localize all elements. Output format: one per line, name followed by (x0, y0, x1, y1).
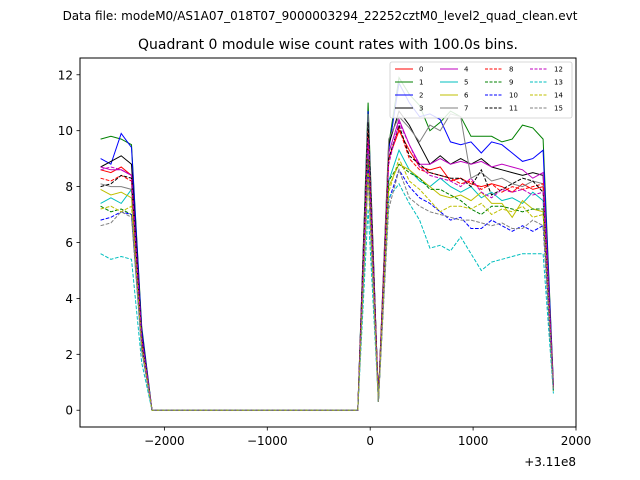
data-file-suptitle: Data file: modeM0/AS1A07_018T07_90000032… (63, 9, 578, 23)
x-axis-ticks: −2000 −1000 0 1000 2000 (144, 427, 591, 448)
y-tick-label: 10 (58, 124, 73, 138)
legend-label-4: 4 (464, 66, 469, 74)
series-line-1 (100, 76, 554, 411)
series-line-10 (100, 168, 554, 411)
x-tick-label: −2000 (144, 434, 185, 448)
legend-box (389, 61, 573, 119)
y-tick-label: 8 (65, 180, 73, 194)
legend-label-11: 11 (509, 105, 518, 113)
series-line-11 (100, 122, 554, 411)
legend-label-6: 6 (464, 92, 469, 100)
series-line-7 (100, 113, 554, 411)
x-tick-label: 1000 (458, 434, 489, 448)
plot-frame (79, 57, 577, 428)
legend-label-7: 7 (464, 105, 468, 113)
y-tick-label: 4 (65, 292, 73, 306)
series-line-0 (100, 129, 554, 411)
series-line-15 (100, 168, 554, 411)
y-tick-label: 2 (65, 348, 73, 362)
series-line-2 (100, 81, 554, 411)
series-line-4 (100, 118, 554, 411)
legend-label-15: 15 (554, 105, 563, 113)
x-tick-label: 2000 (561, 434, 592, 448)
x-tick-label: 0 (366, 434, 374, 448)
y-tick-label: 0 (65, 404, 73, 418)
series-line-8 (100, 126, 554, 411)
legend-label-13: 13 (554, 79, 563, 87)
legend-label-14: 14 (554, 92, 563, 100)
series-line-3 (100, 110, 554, 411)
legend-label-12: 12 (554, 66, 563, 74)
x-tick-label: −1000 (247, 434, 288, 448)
series-line-6 (100, 158, 554, 411)
legend-label-2: 2 (419, 92, 423, 100)
legend-label-10: 10 (509, 92, 518, 100)
y-tick-label: 12 (58, 68, 73, 82)
chart-title: Quadrant 0 module wise count rates with … (138, 37, 518, 53)
legend-label-5: 5 (464, 79, 468, 87)
series-line-5 (100, 148, 554, 411)
legend-label-1: 1 (419, 79, 423, 87)
y-tick-label: 6 (65, 236, 73, 250)
legend-label-0: 0 (419, 66, 423, 74)
legend-label-9: 9 (509, 79, 513, 87)
series-line-13 (100, 182, 554, 411)
legend-label-8: 8 (509, 66, 513, 74)
legend-label-3: 3 (419, 105, 423, 113)
series-line-12 (100, 120, 554, 411)
plot-lines (100, 76, 554, 411)
x-axis-offset: +3.11e8 (524, 455, 576, 469)
y-axis-ticks: 0 2 4 6 8 10 12 (58, 68, 80, 418)
